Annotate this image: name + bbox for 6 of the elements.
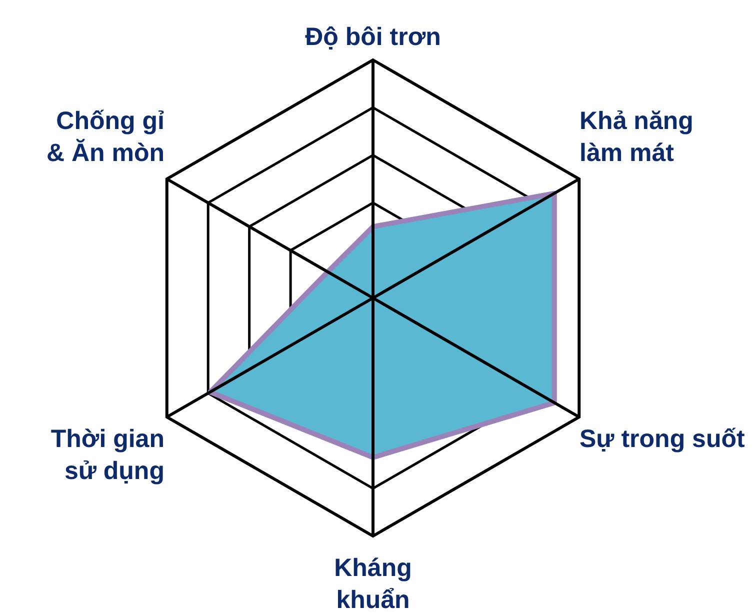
spoke-label: Sự trong suốt — [580, 425, 746, 453]
spoke-label: Chống gỉ & Ăn mòn — [46, 107, 165, 167]
spoke-label: Kháng khuẩn — [334, 554, 412, 614]
spoke-label: Khả năng làm mát — [580, 107, 694, 167]
spoke-label: Độ bôi trơn — [305, 23, 441, 51]
spoke-label: Thời gian sử dụng — [50, 425, 164, 485]
